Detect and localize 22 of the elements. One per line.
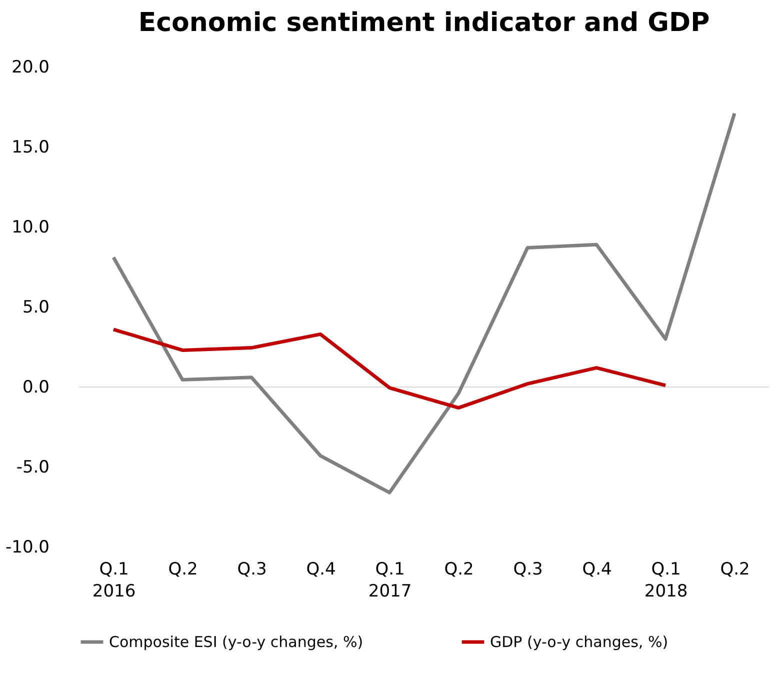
y-tick-label: 20.0 (12, 58, 50, 78)
x-tick-label: Q.3 (513, 560, 543, 580)
y-tick-label: -10.0 (6, 538, 50, 558)
x-tick-label: Q.1 2018 (644, 560, 688, 602)
y-tick-label: -5.0 (16, 458, 50, 478)
y-tick-label: 0.0 (22, 378, 50, 398)
x-tick-label: Q.4 (306, 560, 336, 580)
x-tick-label: Q.2 (720, 560, 750, 580)
y-tick-label: 15.0 (12, 138, 50, 158)
x-tick-label: Q.1 2016 (92, 560, 136, 602)
line-series (112, 112, 736, 494)
x-tick-label: Q.2 (168, 560, 198, 580)
legend-label: Composite ESI (y-o-y changes, %) (109, 633, 364, 651)
chart-title: Economic sentiment indicator and GDP (138, 8, 710, 38)
y-tick-label: 10.0 (12, 218, 50, 238)
legend-label: GDP (y-o-y changes, %) (490, 633, 668, 651)
x-tick-label: Q.4 (582, 560, 612, 580)
x-tick-label: Q.2 (444, 560, 474, 580)
y-tick-label: 5.0 (22, 298, 50, 318)
x-tick-label: Q.1 2017 (368, 560, 412, 602)
x-tick-label: Q.3 (237, 560, 267, 580)
line-series (112, 328, 668, 410)
